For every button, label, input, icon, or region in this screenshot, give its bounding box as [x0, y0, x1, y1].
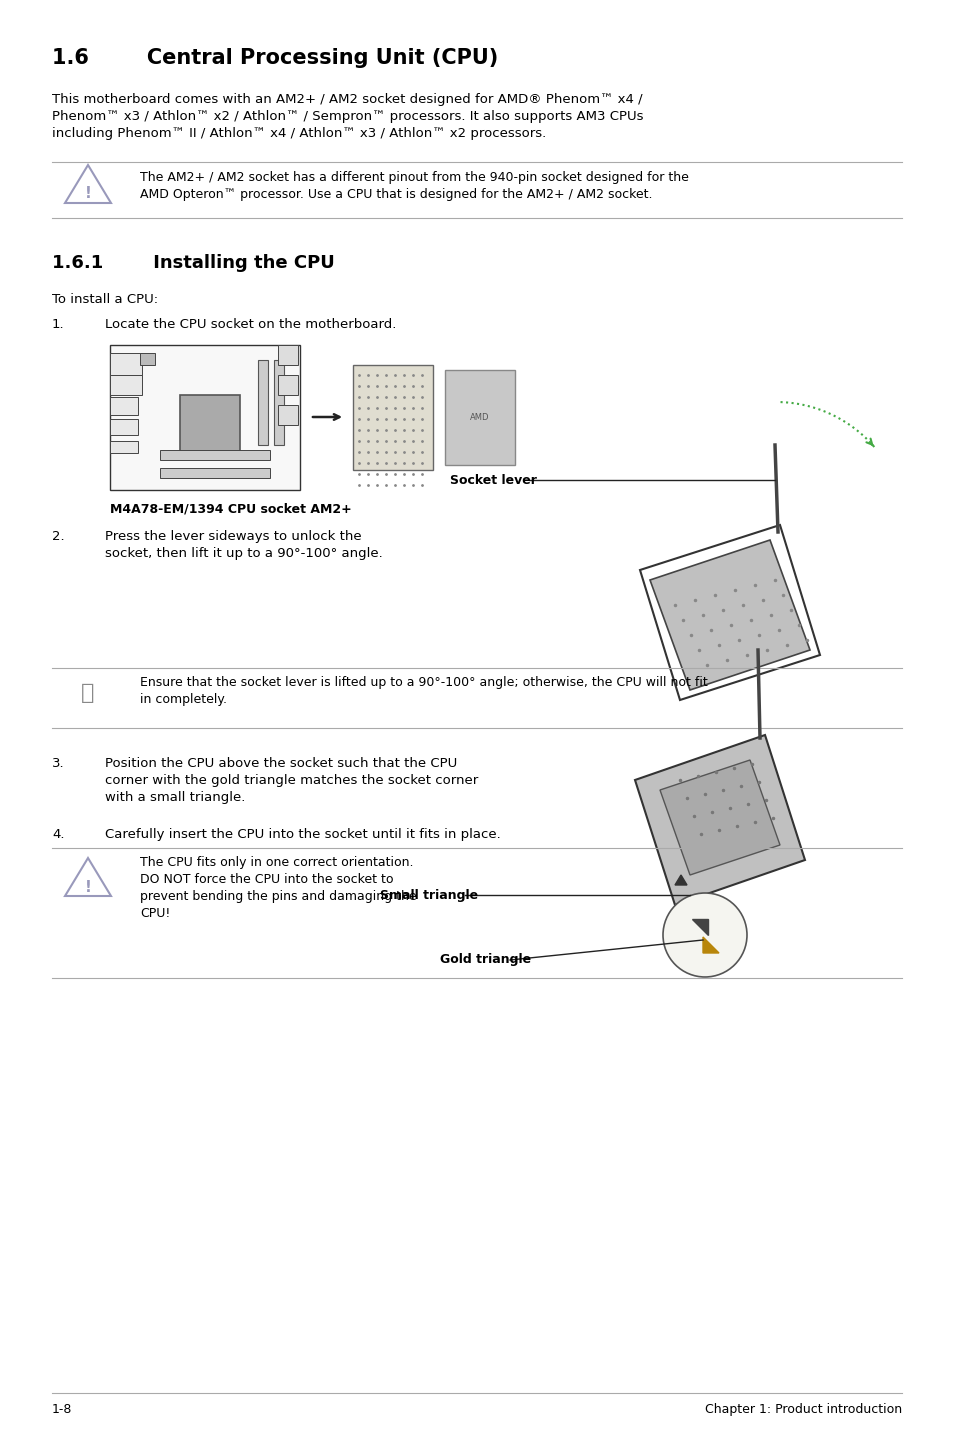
Bar: [110, 397, 138, 415]
Bar: [180, 395, 240, 455]
Text: Socket lever: Socket lever: [450, 474, 537, 487]
Bar: [110, 441, 138, 453]
Text: 1-8: 1-8: [52, 1403, 72, 1416]
Polygon shape: [635, 735, 804, 905]
Bar: [277, 405, 297, 425]
Bar: [353, 365, 433, 470]
Polygon shape: [691, 919, 707, 935]
Bar: [277, 375, 297, 395]
Text: To install a CPU:: To install a CPU:: [52, 294, 158, 306]
Text: 3.: 3.: [52, 758, 65, 770]
Bar: [110, 420, 138, 435]
Circle shape: [662, 894, 746, 977]
Text: Gold triangle: Gold triangle: [439, 954, 531, 967]
Text: 👋: 👋: [81, 683, 94, 703]
Bar: [160, 450, 270, 460]
Text: 1.6        Central Processing Unit (CPU): 1.6 Central Processing Unit (CPU): [52, 49, 497, 67]
Text: 1.6.1        Installing the CPU: 1.6.1 Installing the CPU: [52, 253, 335, 272]
Text: This motherboard comes with an AM2+ / AM2 socket designed for AMD® Phenom™ x4 /
: This motherboard comes with an AM2+ / AM…: [52, 93, 643, 140]
Text: Carefully insert the CPU into the socket until it fits in place.: Carefully insert the CPU into the socket…: [105, 828, 500, 841]
Text: AMD: AMD: [470, 412, 489, 421]
Polygon shape: [675, 875, 686, 885]
Text: !: !: [85, 879, 91, 895]
Text: Press the lever sideways to unlock the
socket, then lift it up to a 90°-100° ang: Press the lever sideways to unlock the s…: [105, 530, 382, 560]
Polygon shape: [702, 937, 719, 954]
Bar: [110, 354, 142, 375]
Bar: [110, 345, 299, 490]
Bar: [257, 359, 268, 445]
Text: !: !: [85, 186, 91, 202]
Bar: [274, 359, 284, 445]
Text: Locate the CPU socket on the motherboard.: Locate the CPU socket on the motherboard…: [105, 318, 395, 331]
Text: 4.: 4.: [52, 828, 65, 841]
Polygon shape: [649, 540, 809, 690]
Text: 2.: 2.: [52, 530, 65, 543]
Text: M4A78-EM/1394 CPU socket AM2+: M4A78-EM/1394 CPU socket AM2+: [110, 503, 352, 516]
Bar: [444, 369, 515, 465]
Text: Position the CPU above the socket such that the CPU
corner with the gold triangl: Position the CPU above the socket such t…: [105, 758, 477, 803]
Text: The CPU fits only in one correct orientation.
DO NOT force the CPU into the sock: The CPU fits only in one correct orienta…: [140, 856, 416, 919]
Text: The AM2+ / AM2 socket has a different pinout from the 940-pin socket designed fo: The AM2+ / AM2 socket has a different pi…: [140, 170, 688, 200]
Bar: [160, 468, 270, 478]
Text: Ensure that the socket lever is lifted up to a 90°-100° angle; otherwise, the CP: Ensure that the socket lever is lifted u…: [140, 676, 707, 706]
Text: 1.: 1.: [52, 318, 65, 331]
Bar: [140, 354, 154, 365]
Text: Chapter 1: Product introduction: Chapter 1: Product introduction: [704, 1403, 901, 1416]
Bar: [110, 375, 142, 395]
Text: Small triangle: Small triangle: [379, 888, 477, 902]
Bar: [277, 345, 297, 365]
Polygon shape: [659, 760, 780, 875]
